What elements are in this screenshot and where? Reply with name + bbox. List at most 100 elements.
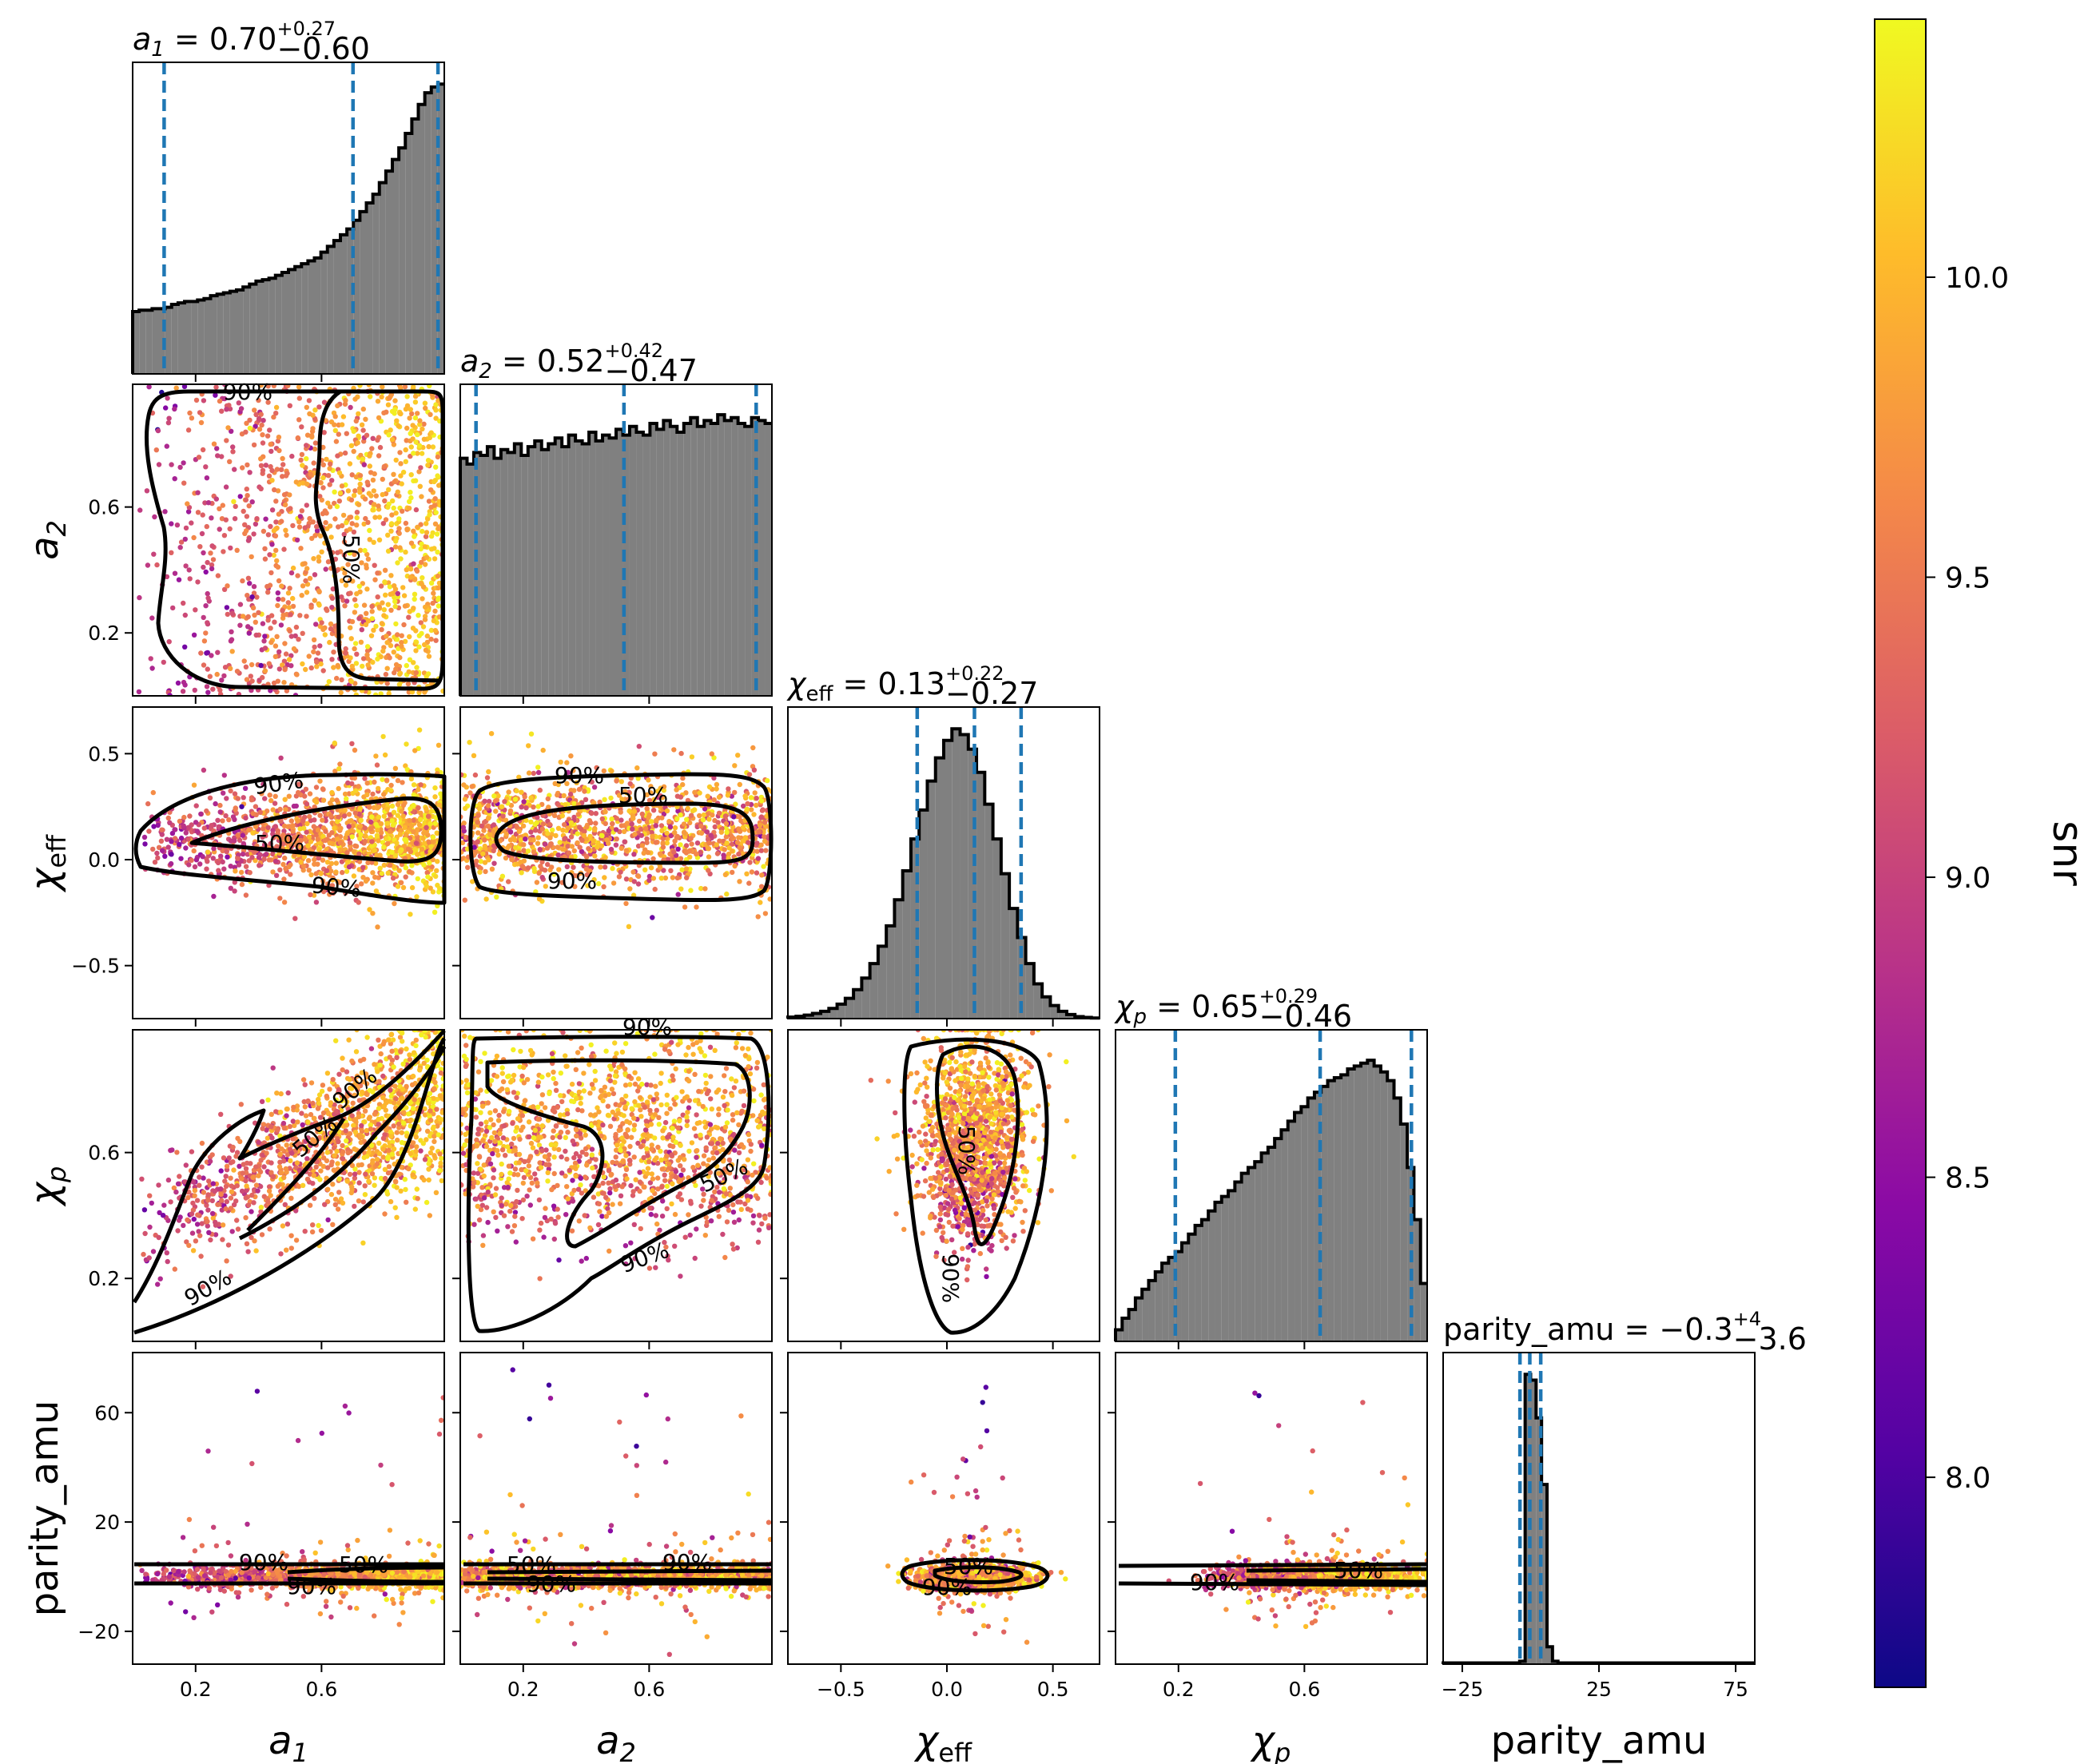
sample-point [205, 859, 210, 864]
hist-bar [595, 440, 603, 696]
sample-point [634, 765, 640, 771]
sample-point [193, 803, 199, 808]
sample-point [157, 1276, 163, 1281]
sample-point [412, 393, 419, 399]
sample-point [711, 755, 717, 761]
sample-point [257, 427, 263, 432]
hist-bar [437, 84, 444, 375]
sample-point [589, 779, 595, 785]
sample-point [322, 837, 328, 844]
sample-point [706, 840, 712, 846]
sample-point [412, 534, 417, 539]
sample-point [182, 682, 188, 688]
hist-bar [185, 301, 192, 374]
sample-point [269, 467, 275, 474]
sample-point [335, 550, 340, 555]
sample-point [523, 832, 528, 838]
hist-bar [670, 426, 678, 696]
sample-point [396, 516, 402, 522]
sample-point [201, 825, 207, 831]
sample-point [277, 867, 283, 873]
sample-point [365, 662, 371, 668]
sample-point [298, 546, 304, 551]
sample-point [519, 805, 524, 810]
sample-point [324, 881, 331, 887]
sample-point [678, 856, 684, 861]
hist-bar [1017, 937, 1026, 1019]
sample-point [428, 885, 433, 891]
hist-bar [1530, 1380, 1537, 1664]
hist-bar [1380, 1071, 1388, 1341]
sample-point [748, 795, 754, 801]
sample-point [185, 509, 192, 514]
sample-point [228, 1273, 233, 1279]
sample-point [254, 516, 260, 522]
sample-point [369, 616, 376, 622]
hist-bar [690, 417, 698, 696]
sample-point [268, 613, 275, 618]
sample-point [145, 562, 151, 568]
hist-bar [1201, 1219, 1209, 1341]
sample-point [296, 524, 303, 530]
sample-point [724, 891, 730, 897]
sample-point [298, 860, 304, 865]
hist-bar [1116, 1329, 1123, 1341]
sample-point [631, 852, 637, 857]
sample-point [169, 839, 174, 844]
hist-bar [724, 420, 732, 696]
sample-point [410, 436, 416, 442]
sample-point [758, 884, 765, 889]
sample-point [313, 785, 320, 790]
sample-point [367, 537, 372, 542]
hist-bar [1128, 1309, 1135, 1341]
sample-point [166, 415, 172, 421]
sample-point [333, 439, 340, 444]
sample-point [275, 488, 281, 494]
sample-point [486, 847, 492, 852]
sample-point [722, 872, 729, 878]
sample-point [655, 789, 661, 794]
sample-point [431, 618, 437, 624]
sample-point [377, 865, 383, 872]
sample-point [313, 871, 319, 876]
sample-point [272, 619, 277, 625]
sample-point [599, 832, 605, 839]
sample-point [293, 479, 299, 485]
sample-point [394, 418, 400, 423]
sample-point [409, 863, 415, 868]
hist-bar [275, 275, 282, 374]
sample-point [228, 864, 233, 869]
sample-point [403, 447, 408, 453]
sample-point [571, 768, 576, 773]
sample-point [706, 784, 713, 790]
sample-point [430, 834, 436, 840]
sample-point [311, 637, 317, 643]
hist-outline [1442, 1373, 1755, 1665]
sample-point [320, 1083, 326, 1088]
sample-point [205, 849, 211, 855]
sample-point [300, 583, 306, 589]
sample-point [505, 845, 511, 851]
hist-bar [1314, 1092, 1322, 1341]
sample-point [316, 1096, 321, 1102]
sample-point [408, 776, 415, 782]
sample-point [362, 776, 368, 781]
sample-point [356, 1170, 362, 1175]
sample-point [425, 516, 431, 522]
sample-point [266, 473, 272, 479]
hist-bar [1155, 1271, 1163, 1341]
sample-point [247, 417, 253, 423]
hist-bar [1181, 1242, 1189, 1341]
sample-point [650, 915, 655, 920]
hist-bar [1148, 1280, 1155, 1341]
sample-point [555, 844, 560, 850]
sample-point [732, 763, 738, 769]
sample-point [354, 651, 360, 657]
sample-point [714, 851, 721, 856]
sample-point [559, 813, 565, 819]
sample-point [328, 621, 334, 627]
sample-point [376, 838, 381, 844]
sample-point [682, 848, 688, 854]
sample-point [623, 900, 629, 907]
sample-point [308, 433, 315, 439]
